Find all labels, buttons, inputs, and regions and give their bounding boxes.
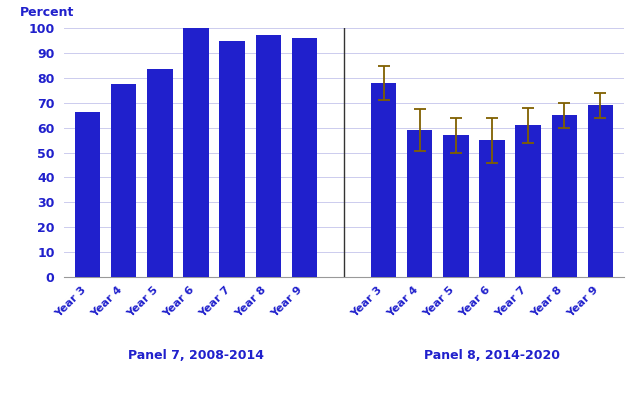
Text: Panel 8, 2014-2020: Panel 8, 2014-2020	[424, 349, 560, 362]
Bar	[255, 35, 281, 277]
Bar	[516, 125, 541, 277]
Bar	[588, 105, 613, 277]
Bar	[443, 135, 469, 277]
Bar	[479, 140, 505, 277]
Text: Percent: Percent	[19, 6, 74, 19]
Bar	[75, 112, 100, 277]
Bar	[111, 84, 136, 277]
Text: Panel 7, 2008-2014: Panel 7, 2008-2014	[128, 349, 264, 362]
Bar	[407, 130, 433, 277]
Bar	[552, 116, 577, 277]
Bar	[371, 83, 396, 277]
Bar	[183, 28, 209, 277]
Bar	[292, 38, 317, 277]
Bar	[147, 70, 172, 277]
Bar	[219, 41, 245, 277]
